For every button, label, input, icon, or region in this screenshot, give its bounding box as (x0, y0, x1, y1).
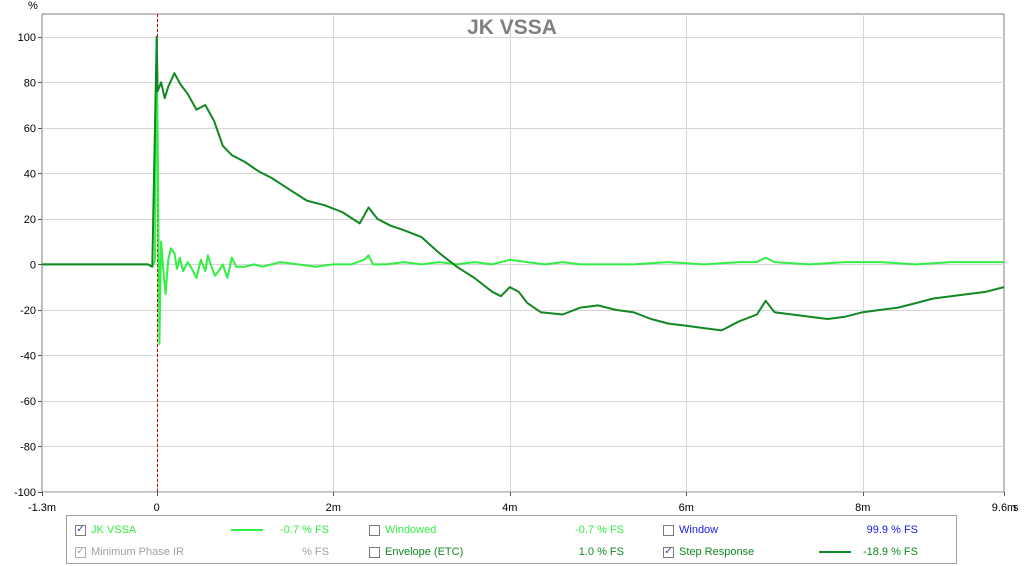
step-response-swatch (819, 551, 851, 553)
step-response-checkbox[interactable]: ✓ (663, 546, 674, 558)
x-tick-label: 9.6m (992, 502, 1016, 514)
legend-item-step-response[interactable]: ✓ Step Response (663, 541, 754, 563)
envelope-etc-value: 1.0 % FS (578, 546, 624, 558)
minimum-phase-ir-checkbox[interactable]: ✓ (75, 546, 86, 558)
y-tick-label: 20 (24, 214, 36, 226)
series-lines (42, 35, 1005, 345)
series-line-jk-vssa (42, 35, 1004, 345)
legend-item-window[interactable]: Window (663, 519, 718, 541)
y-axis-label: % (28, 0, 38, 12)
x-tick-label: 2m (326, 502, 341, 514)
jk-vssa-checkbox[interactable]: ✓ (75, 524, 86, 536)
y-tick-label: -60 (20, 396, 36, 408)
x-tick-label: 4m (502, 502, 517, 514)
x-tick-label: -1.3m (28, 502, 56, 514)
legend-item-envelope-etc[interactable]: Envelope (ETC) (369, 541, 463, 563)
y-tick-label: -20 (20, 305, 36, 317)
jk-vssa-swatch (231, 529, 263, 531)
window-value: 99.9 % FS (866, 524, 918, 536)
legend-row: ✓ Minimum Phase IR % FS Envelope (ETC) 1… (67, 541, 956, 563)
envelope-etc-checkbox[interactable] (369, 546, 380, 558)
windowed-value: -0.7 % FS (575, 524, 624, 536)
chart-title: JK VSSA (467, 16, 557, 39)
jk-vssa-value: -0.7 % FS (280, 524, 329, 536)
jk-vssa-label: JK VSSA (91, 524, 137, 536)
legend-item-minimum-phase-ir[interactable]: ✓ Minimum Phase IR (75, 541, 184, 563)
x-tick-labels: -1.3m 0 2m 4m 6m 8m 9.6m (28, 502, 1016, 514)
x-tick-label: 0 (154, 502, 160, 514)
step-response-value: -18.9 % FS (862, 546, 918, 558)
series-line-step-response (42, 35, 1005, 332)
x-axis-unit: s (1013, 502, 1019, 514)
legend-item-windowed[interactable]: Windowed (369, 519, 436, 541)
envelope-etc-label: Envelope (ETC) (385, 546, 464, 558)
y-tick-label: -100 (14, 487, 36, 499)
y-tick-labels: 100 80 60 40 20 0 -20 -40 -60 -80 -100 (14, 32, 36, 499)
y-tick-label: 80 (24, 77, 36, 89)
minimum-phase-ir-label: Minimum Phase IR (91, 546, 184, 558)
windowed-checkbox[interactable] (369, 524, 380, 536)
y-tick-label: 60 (24, 123, 36, 135)
legend-panel: ✓ JK VSSA -0.7 % FS Windowed -0.7 % FS W… (66, 515, 957, 564)
minimum-phase-ir-value: % FS (302, 546, 329, 558)
y-tick-label: -80 (20, 441, 36, 453)
legend-row: ✓ JK VSSA -0.7 % FS Windowed -0.7 % FS W… (67, 519, 956, 541)
chart: 100 80 60 40 20 0 -20 -40 -60 -80 -100 -1.3m 0 2m 4m 6… (14, 0, 1019, 514)
y-tick-label: 40 (24, 168, 36, 180)
y-tick-label: -40 (20, 350, 36, 362)
legend-item-jk-vssa[interactable]: ✓ JK VSSA (75, 519, 136, 541)
y-tick-label: 100 (18, 32, 36, 44)
x-tick-label: 6m (679, 502, 694, 514)
window-checkbox[interactable] (663, 524, 674, 536)
plot-area (41, 13, 1005, 493)
step-response-label: Step Response (679, 546, 755, 558)
x-tick-label: 8m (855, 502, 870, 514)
y-tick-label: 0 (30, 259, 36, 271)
window-label: Window (679, 524, 719, 536)
windowed-label: Windowed (385, 524, 437, 536)
